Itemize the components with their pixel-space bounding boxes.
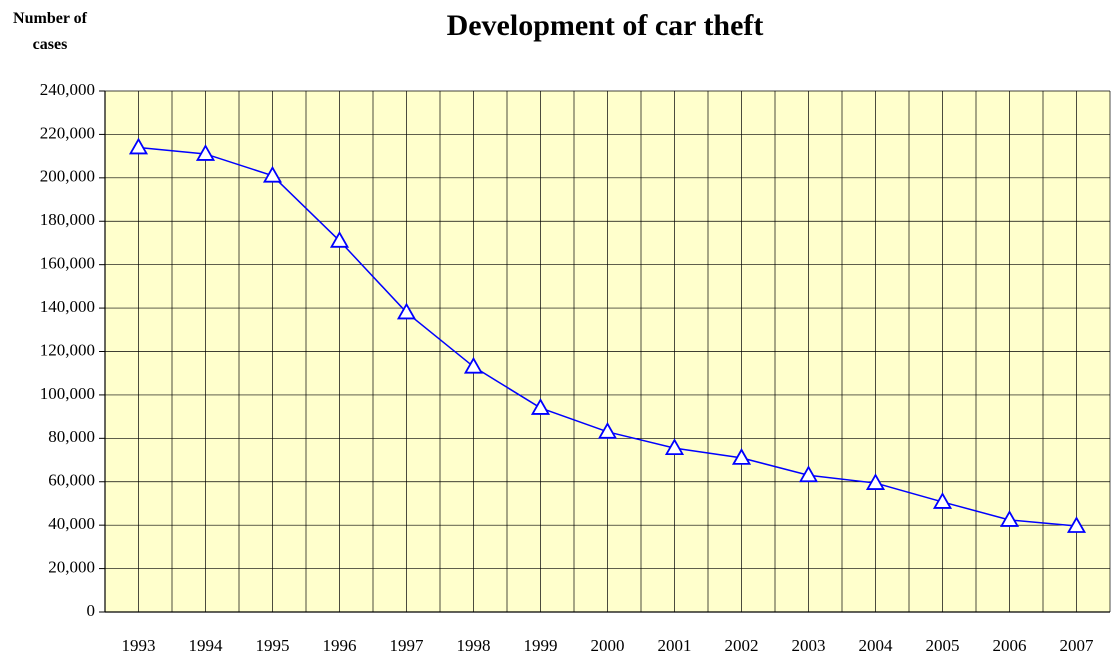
- y-tick-label: 20,000: [48, 557, 95, 576]
- marker: [999, 510, 1020, 527]
- x-tick-label: 2003: [792, 636, 826, 655]
- x-tick-label: 2000: [591, 636, 625, 655]
- y-tick-label: 60,000: [48, 471, 95, 490]
- marker: [932, 492, 953, 509]
- y-tick-label: 0: [87, 601, 96, 620]
- x-tick-label: 1994: [189, 636, 224, 655]
- y-tick-label: 240,000: [40, 80, 95, 99]
- marker: [731, 448, 752, 465]
- x-tick-label: 1998: [457, 636, 491, 655]
- x-tick-label: 1999: [524, 636, 558, 655]
- y-tick-label: 80,000: [48, 427, 95, 446]
- marker: [530, 398, 551, 415]
- y-axis-label: Number of cases: [13, 10, 87, 53]
- x-tick-label: 2006: [993, 636, 1027, 655]
- y-tick-label: 100,000: [40, 384, 95, 403]
- marker: [664, 438, 685, 456]
- marker: [329, 230, 350, 248]
- marker: [463, 356, 484, 374]
- marker: [798, 465, 819, 483]
- x-tick-label: 2002: [725, 636, 759, 655]
- marker: [396, 302, 417, 320]
- chart-title: Development of car theft: [447, 9, 764, 42]
- marker: [597, 422, 618, 439]
- marker: [262, 165, 283, 183]
- x-tick-label: 2001: [658, 636, 692, 655]
- x-tick-label: 1995: [256, 636, 290, 655]
- marker: [865, 473, 886, 490]
- y-tick-label: 220,000: [40, 123, 95, 142]
- y-tick-label: 40,000: [48, 514, 95, 533]
- marker: [128, 137, 149, 155]
- x-tick-label: 1997: [390, 636, 425, 655]
- x-tick-label: 2005: [926, 636, 960, 655]
- y-tick-label: 160,000: [40, 254, 95, 273]
- y-tick-label: 180,000: [40, 210, 95, 229]
- marker: [1066, 516, 1087, 533]
- x-tick-label: 2004: [859, 636, 894, 655]
- y-tick-label: 120,000: [40, 340, 95, 359]
- x-tick-label: 1993: [122, 636, 156, 655]
- x-tick-label: 1996: [323, 636, 357, 655]
- y-tick-label: 140,000: [40, 297, 95, 316]
- marker: [195, 144, 216, 161]
- x-tick-label: 2007: [1060, 636, 1095, 655]
- y-tick-label: 200,000: [40, 167, 95, 186]
